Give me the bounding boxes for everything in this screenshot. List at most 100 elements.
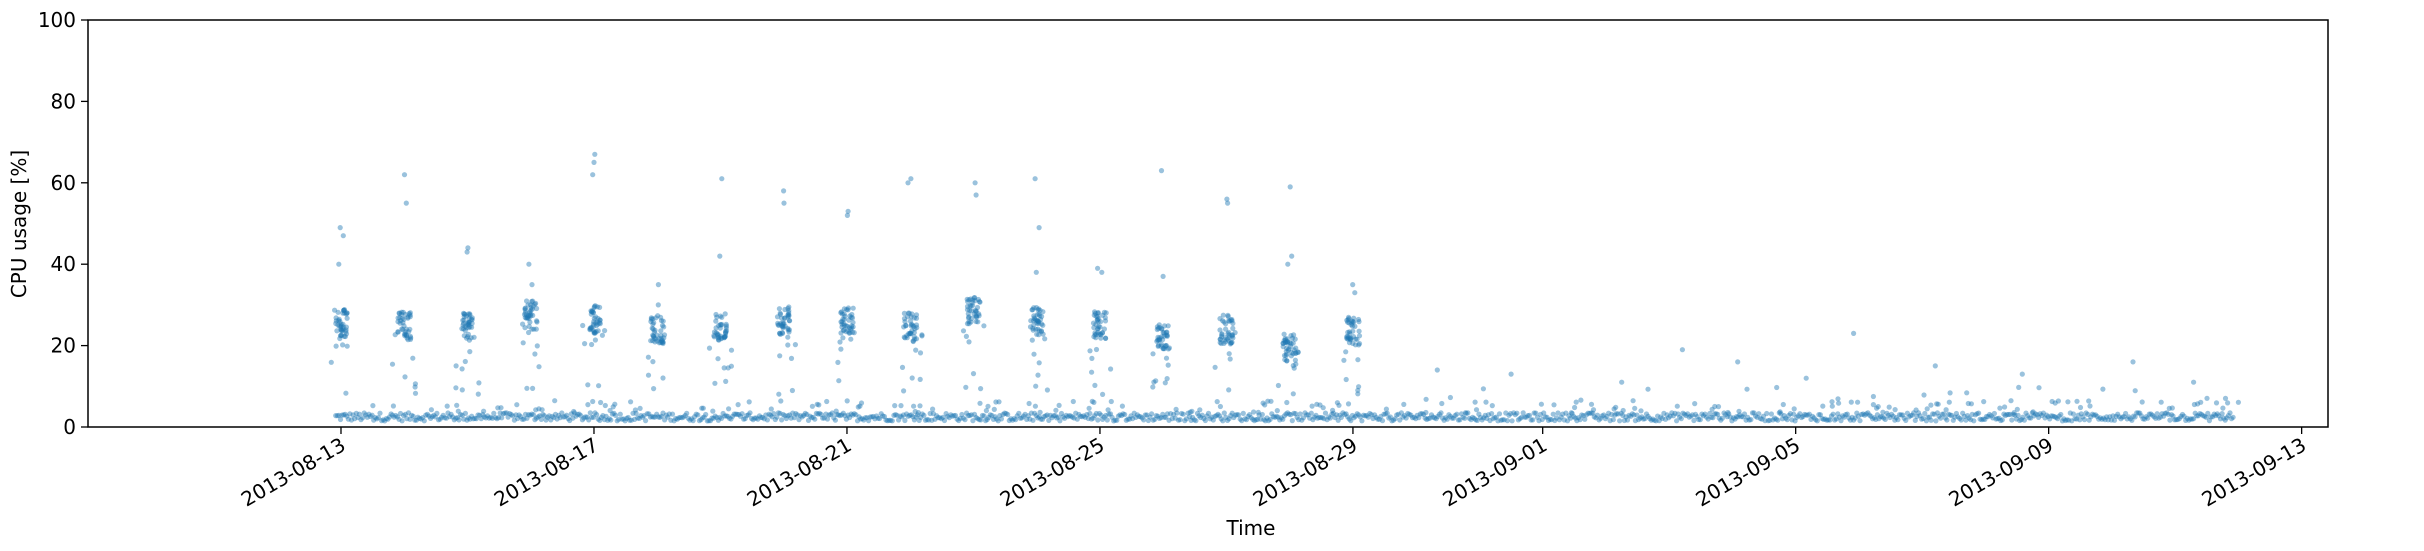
data-point	[469, 320, 475, 326]
data-point	[543, 417, 549, 423]
data-point	[2100, 415, 2107, 421]
data-point	[1029, 337, 1035, 343]
data-point	[1188, 417, 1194, 423]
data-point	[976, 299, 983, 305]
data-point	[431, 412, 437, 418]
data-point	[1284, 358, 1290, 364]
data-point	[1621, 417, 1627, 424]
data-point	[1928, 402, 1934, 408]
data-point	[1152, 416, 1158, 422]
data-point	[1011, 416, 1017, 422]
data-point	[2064, 417, 2070, 423]
data-point	[2216, 413, 2222, 419]
data-point	[1865, 410, 1871, 416]
data-point	[862, 415, 869, 421]
data-point	[1346, 340, 1353, 346]
x-axis: 2013-08-13 2013-08-17 2013-08-21 2013-08-25…	[237, 427, 2310, 511]
data-point	[587, 410, 593, 416]
data-point	[849, 315, 856, 321]
data-point	[786, 310, 792, 316]
data-point	[998, 416, 1005, 422]
data-point	[526, 261, 532, 267]
data-point	[995, 418, 1001, 424]
data-point	[1364, 412, 1370, 419]
data-point	[723, 413, 729, 419]
data-point	[529, 282, 535, 288]
data-point	[1409, 415, 1416, 421]
data-point	[1338, 414, 1344, 420]
data-point	[902, 319, 908, 325]
data-point	[1983, 413, 1990, 420]
data-point	[528, 311, 534, 317]
data-point	[398, 311, 404, 317]
data-point	[1628, 413, 1634, 419]
data-point	[594, 304, 600, 310]
data-point	[340, 324, 346, 330]
data-point	[467, 416, 473, 422]
data-point	[1150, 384, 1156, 390]
data-point	[1207, 416, 1213, 422]
data-point	[1027, 324, 1034, 330]
data-point	[529, 306, 536, 312]
data-point	[1030, 307, 1036, 313]
data-point	[1049, 415, 1055, 421]
data-point	[652, 339, 658, 345]
data-point	[782, 315, 788, 321]
data-point	[845, 305, 852, 311]
data-point	[2222, 395, 2229, 401]
data-point	[2170, 413, 2176, 419]
data-point	[685, 415, 691, 421]
data-point	[1624, 417, 1631, 423]
data-point	[2162, 410, 2168, 416]
data-point	[2050, 413, 2056, 419]
data-point	[1068, 413, 1074, 419]
data-point	[428, 407, 434, 413]
data-point	[336, 316, 342, 322]
data-point	[403, 332, 410, 338]
data-point	[459, 366, 465, 372]
data-point	[451, 417, 457, 423]
data-point	[1317, 402, 1323, 408]
data-point	[588, 324, 594, 331]
data-point	[523, 315, 530, 321]
data-point	[974, 313, 980, 319]
data-point	[588, 308, 594, 314]
data-point	[1286, 346, 1292, 352]
data-point	[1926, 414, 1933, 420]
data-point	[682, 412, 688, 419]
data-point	[1619, 379, 1625, 385]
data-point	[340, 310, 346, 316]
data-point	[801, 412, 807, 418]
data-point	[600, 413, 606, 419]
data-point	[753, 415, 759, 421]
data-point	[1953, 410, 1959, 417]
data-point	[2153, 415, 2159, 421]
data-point	[407, 312, 413, 318]
data-point	[945, 413, 951, 419]
data-point	[1087, 348, 1093, 354]
data-point	[1101, 414, 1107, 420]
data-point	[824, 398, 830, 405]
data-point	[527, 319, 533, 325]
data-point	[1874, 412, 1880, 418]
data-point	[1841, 414, 1847, 420]
data-point	[851, 411, 857, 417]
data-point	[529, 411, 535, 417]
data-point	[659, 339, 665, 345]
data-point	[336, 318, 342, 324]
data-point	[355, 414, 361, 421]
data-point	[533, 407, 539, 413]
data-point	[905, 180, 911, 186]
data-point	[1164, 411, 1170, 417]
data-point	[1400, 414, 1406, 420]
data-point	[1290, 340, 1296, 346]
data-point	[461, 333, 467, 339]
data-point	[2044, 412, 2050, 418]
data-point	[1095, 265, 1101, 271]
data-point	[662, 417, 668, 423]
data-point	[1990, 415, 1996, 421]
data-point	[665, 414, 671, 420]
data-point	[1645, 386, 1651, 392]
data-point	[1792, 418, 1798, 424]
